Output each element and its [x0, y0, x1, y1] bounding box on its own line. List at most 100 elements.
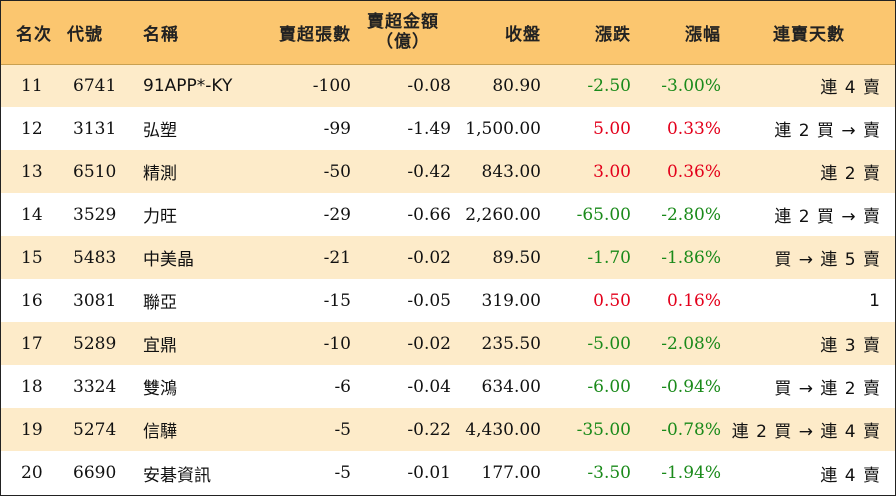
header-code: 代號 [67, 1, 137, 65]
rank-cell: 16 [21, 290, 43, 311]
table-row: 12 3131 弘塑 -99 -1.49 1,500.00 5.00 0.33% 連 2 買 →… [1, 107, 895, 150]
streak-cell: 連 4 賣 [820, 78, 881, 99]
change-cell: -1.70 [587, 247, 631, 268]
table-row: 19 5274 信驊 -5 -0.22 4,430.00 -35.00 -0.78% 連 2 買… [1, 408, 895, 451]
rank-cell: 12 [21, 118, 43, 139]
code-cell: 3131 [73, 118, 117, 139]
sell-volume-cell: -10 [323, 333, 351, 354]
code-cell: 5483 [73, 247, 117, 268]
table-row: 16 3081 聯亞 -15 -0.05 319.00 0.50 0.16% 1 [1, 279, 895, 322]
streak-cell: 買 → 連 2 賣 [774, 379, 881, 399]
name-cell: 雙鴻 [143, 379, 177, 399]
name-cell: 安碁資訊 [143, 465, 211, 486]
header-streak: 連賣天數 [723, 1, 895, 65]
rank-cell: 13 [21, 161, 43, 182]
streak-cell: 連 2 買 → 賣 [774, 121, 881, 141]
sell-amount-cell: -0.42 [407, 161, 451, 182]
change-pct-cell: -2.08% [661, 333, 721, 354]
code-cell: 5274 [73, 419, 117, 440]
table-row: 18 3324 雙鴻 -6 -0.04 634.00 -6.00 -0.94% 買 → 連 2 … [1, 365, 895, 408]
code-cell: 3081 [73, 290, 117, 311]
close-cell: 177.00 [481, 463, 541, 483]
header-sell-amount-line1: 賣超金額 [367, 12, 439, 33]
header-sell-volume: 賣超張數 [267, 1, 353, 65]
close-cell: 4,430.00 [465, 419, 541, 440]
streak-cell: 買 → 連 5 賣 [774, 250, 881, 270]
close-cell: 843.00 [481, 161, 541, 182]
change-cell: -65.00 [576, 204, 631, 225]
sell-amount-cell: -0.04 [407, 376, 451, 397]
change-pct-cell: -2.80% [661, 204, 721, 225]
table-body: 11 6741 91APP*-KY -100 -0.08 80.90 -2.50 -3.00%… [1, 64, 895, 495]
table-row: 20 6690 安碁資訊 -5 -0.01 177.00 -3.50 -1.94% 連 4 賣 [1, 451, 895, 495]
sell-amount-cell: -0.22 [407, 419, 451, 440]
rank-cell: 18 [21, 376, 43, 397]
change-cell: 5.00 [593, 118, 631, 139]
table-row: 11 6741 91APP*-KY -100 -0.08 80.90 -2.50 -3.00%… [1, 64, 895, 107]
streak-cell: 連 3 賣 [820, 336, 881, 356]
header-sell-amount: 賣超金額 （億） [353, 1, 453, 65]
change-cell: 3.00 [593, 161, 631, 182]
close-cell: 235.50 [481, 333, 541, 354]
sell-amount-cell: -0.02 [407, 333, 451, 354]
change-cell: -2.50 [587, 75, 631, 96]
name-cell: 信驊 [143, 422, 177, 442]
table-header-row: 名次 代號 名稱 賣超張數 賣超金額 （億） 收盤 漲跌 漲幅 連賣天數 [1, 1, 895, 65]
table-row: 17 5289 宜鼎 -10 -0.02 235.50 -5.00 -2.08% 連 3 賣 [1, 322, 895, 365]
code-cell: 5289 [73, 333, 117, 354]
sell-volume-cell: -50 [323, 161, 351, 182]
sell-volume-cell: -5 [334, 463, 351, 483]
code-cell: 6510 [73, 161, 117, 182]
change-pct-cell: 0.36% [666, 161, 721, 182]
name-cell: 精測 [143, 164, 177, 184]
close-cell: 80.90 [492, 75, 541, 96]
close-cell: 1,500.00 [465, 118, 541, 139]
sell-amount-cell: -0.01 [407, 463, 451, 483]
rank-cell: 19 [21, 419, 43, 440]
sell-volume-cell: -29 [323, 204, 351, 225]
sell-amount-cell: -1.49 [407, 118, 451, 139]
header-close: 收盤 [453, 1, 543, 65]
rank-cell: 15 [21, 247, 43, 268]
change-pct-cell: 0.33% [666, 118, 721, 139]
change-pct-cell: -1.86% [661, 247, 721, 268]
close-cell: 2,260.00 [465, 204, 541, 225]
change-pct-cell: 0.16% [666, 290, 721, 311]
sell-volume-cell: -6 [334, 376, 351, 397]
streak-cell: 連 2 買 → 連 4 賣 [731, 422, 881, 442]
streak-cell: 連 2 買 → 賣 [774, 207, 881, 227]
code-cell: 3529 [73, 204, 117, 225]
header-rank: 名次 [1, 1, 67, 65]
name-cell: 宜鼎 [143, 336, 177, 356]
sell-volume-cell: -5 [334, 419, 351, 440]
header-sell-amount-line2: （億） [376, 32, 430, 53]
change-pct-cell: -0.78% [661, 419, 721, 440]
table-row: 13 6510 精測 -50 -0.42 843.00 3.00 0.36% 連 2 賣 [1, 150, 895, 193]
sell-volume-cell: -15 [323, 290, 351, 311]
change-pct-cell: -1.94% [661, 463, 721, 483]
streak-cell: 連 4 賣 [820, 465, 881, 486]
change-cell: -6.00 [587, 376, 631, 397]
sell-amount-cell: -0.02 [407, 247, 451, 268]
change-cell: 0.50 [593, 290, 631, 311]
rank-cell: 20 [21, 463, 43, 483]
change-cell: -35.00 [576, 419, 631, 440]
header-name: 名稱 [137, 1, 267, 65]
name-cell: 中美晶 [143, 250, 194, 270]
close-cell: 634.00 [481, 376, 541, 397]
name-cell: 91APP*-KY [143, 75, 233, 96]
sell-amount-cell: -0.08 [407, 75, 451, 96]
streak-cell: 1 [869, 290, 881, 311]
sell-volume-cell: -100 [312, 75, 351, 96]
code-cell: 6741 [73, 75, 117, 96]
name-cell: 弘塑 [143, 121, 177, 141]
change-pct-cell: -3.00% [661, 75, 721, 96]
table-row: 15 5483 中美晶 -21 -0.02 89.50 -1.70 -1.86% 買 → 連 5… [1, 236, 895, 279]
name-cell: 聯亞 [143, 293, 177, 313]
sell-amount-cell: -0.66 [407, 204, 451, 225]
table-row: 14 3529 力旺 -29 -0.66 2,260.00 -65.00 -2.80% 連 2 … [1, 193, 895, 236]
change-cell: -3.50 [587, 463, 631, 483]
close-cell: 319.00 [481, 290, 541, 311]
